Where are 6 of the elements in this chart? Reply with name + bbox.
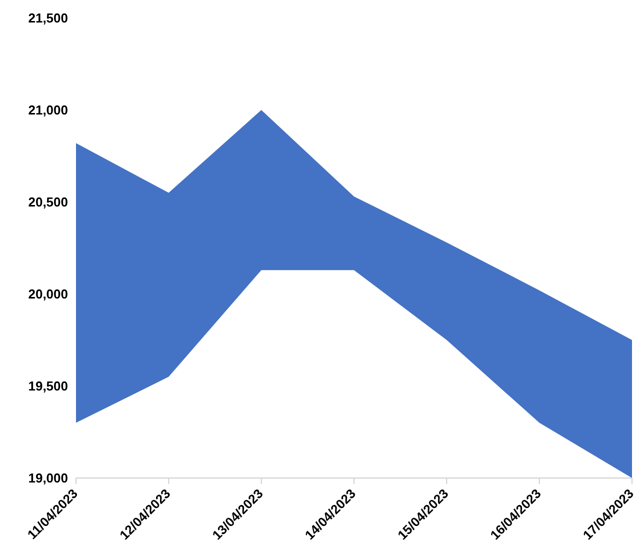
y-tick-label: 20,000 [28,286,68,302]
y-tick-label: 19,500 [28,378,68,394]
y-tick-label: 19,000 [28,470,68,486]
y-tick-label: 21,000 [28,102,68,118]
y-tick-label: 21,500 [28,10,68,26]
y-tick-label: 20,500 [28,194,68,210]
